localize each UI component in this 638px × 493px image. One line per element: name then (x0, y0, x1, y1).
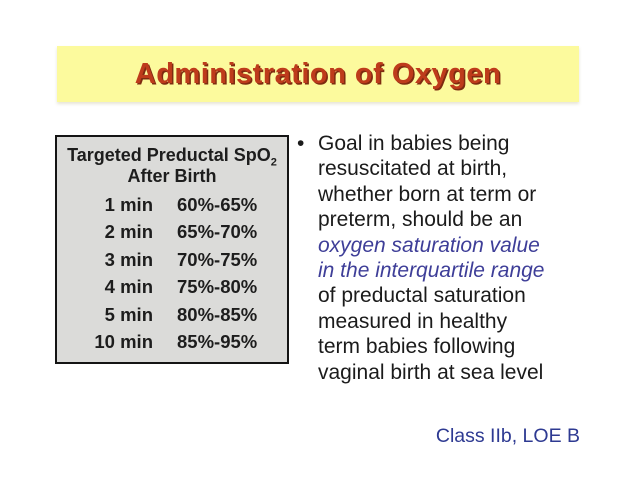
table-row-range: 65%-70% (177, 221, 258, 243)
bullet-list: • Goal in babies being resuscitated at bir… (297, 131, 607, 385)
spo2-table-heading-text: Targeted Preductal SpO (67, 145, 271, 165)
table-row-range: 85%-95% (177, 331, 258, 353)
bullet-line-text: whether born at term or (318, 182, 537, 206)
bullet-line-text: term babies following (318, 335, 516, 359)
bullet-line-text: of preductal saturation (318, 284, 526, 308)
bullet-line: vaginal birth at sea level (297, 360, 607, 385)
table-row-time: 5 min (104, 303, 153, 325)
evidence-class-label: Class IIb, LOE B (435, 425, 580, 447)
bullet-line-text: oxygen saturation value (318, 233, 540, 257)
spo2-subscript: 2 (270, 156, 277, 169)
bullet-line-emphasis: oxygen saturation value (297, 233, 607, 258)
table-row: 2 min 65%-70% (57, 219, 287, 247)
table-row-time: 1 min (104, 193, 153, 215)
table-row-range: 70%-75% (177, 248, 258, 270)
spo2-table-rows: 1 min 60%-65% 2 min 65%-70% 3 min 70%-75% 4 mi… (57, 191, 287, 356)
bullet-line-text: Goal in babies being (318, 132, 510, 155)
table-row-range: 75%-80% (177, 276, 258, 298)
bullet-line: measured in healthy (297, 309, 607, 334)
spo2-table-heading-line1: Targeted Preductal SpO2 (57, 145, 287, 169)
table-row-time: 2 min (104, 221, 153, 243)
table-row: 3 min 70%-75% (57, 246, 287, 274)
bullet-line: resuscitated at birth, (297, 156, 607, 181)
table-row-range: 80%-85% (177, 303, 258, 325)
bullet-line: of preductal saturation (297, 283, 607, 308)
bullet-line-emphasis: in the interquartile range (297, 258, 607, 283)
bullet-line: term babies following (297, 334, 607, 359)
bullet-line: whether born at term or (297, 182, 607, 207)
bullet-line-text: in the interquartile range (318, 259, 545, 283)
table-row: 10 min 85%-95% (57, 329, 287, 357)
table-row-range: 60%-65% (177, 193, 258, 215)
bullet-line: • Goal in babies being (297, 131, 607, 156)
table-row-time: 4 min (104, 276, 153, 298)
bullet-line-text: vaginal birth at sea level (318, 360, 544, 384)
table-row: 4 min 75%-80% (57, 274, 287, 302)
spo2-table: Targeted Preductal SpO2 After Birth 1 mi… (55, 135, 289, 364)
title-banner: Administration of Oxygen (57, 46, 579, 102)
bullet-line: preterm, should be an (297, 207, 607, 232)
bullet-line-text: measured in healthy (318, 309, 508, 333)
spo2-table-heading-line2: After Birth (127, 166, 217, 186)
table-row: 5 min 80%-85% (57, 301, 287, 329)
bullet-line-text: preterm, should be an (318, 208, 523, 232)
bullet-marker: • (297, 132, 305, 155)
bullet-line-text: resuscitated at birth, (318, 157, 508, 181)
table-row-time: 10 min (94, 331, 153, 353)
slide-title: Administration of Oxygen (134, 57, 502, 90)
table-row: 1 min 60%-65% (57, 191, 287, 219)
table-row-time: 3 min (104, 248, 153, 270)
spo2-table-heading: Targeted Preductal SpO2 After Birth (57, 145, 287, 187)
